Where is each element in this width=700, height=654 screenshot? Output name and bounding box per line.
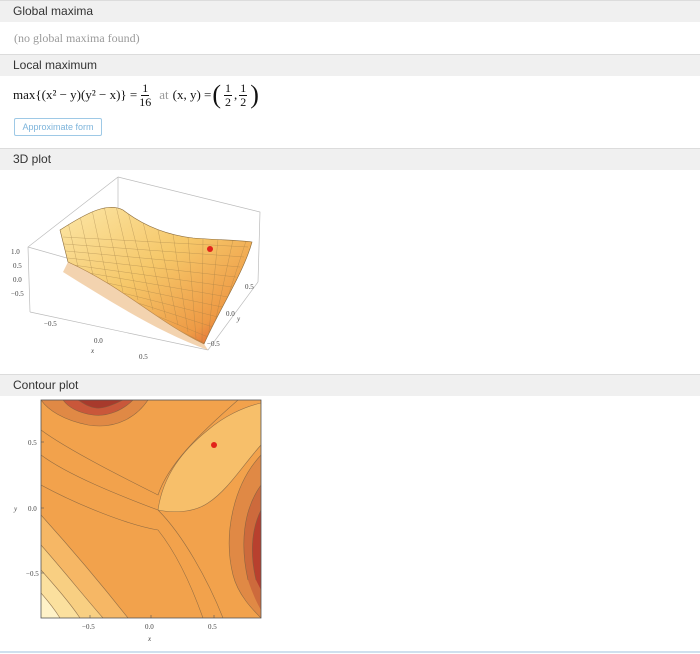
x-axis-label: x xyxy=(90,347,95,355)
y-axis-label: y xyxy=(236,315,241,323)
surface-plot[interactable]: 1.0 0.5 0.0 −0.5 −0.5 0.0 0.5 x 0.5 0.0 … xyxy=(8,172,274,368)
local-maximum-formula: max{(x² − y)(y² − x)} = 1 16 at (x, y) =… xyxy=(13,80,259,109)
x-tick-label: −0.5 xyxy=(82,623,95,631)
plot3d-header: 3D plot xyxy=(0,148,700,170)
z-tick-label: 1.0 xyxy=(11,248,20,256)
global-maxima-result: (no global maxima found) xyxy=(14,31,140,45)
x-tick-label: 0.5 xyxy=(139,353,148,361)
contour-plot-header: Contour plot xyxy=(0,374,700,396)
bottom-divider xyxy=(0,651,700,653)
x-axis-label: x xyxy=(147,635,152,643)
plot3d-title: 3D plot xyxy=(13,152,52,166)
contour-lines xyxy=(41,400,261,618)
y-tick-label: 0.5 xyxy=(245,283,254,291)
y-axis-label: y xyxy=(13,505,18,513)
global-maxima-title: Global maxima xyxy=(13,4,94,18)
local-maximum-title: Local maximum xyxy=(13,58,98,72)
x-tick-label: −0.5 xyxy=(44,320,57,328)
point-x-fraction: 1 2 xyxy=(224,80,233,109)
z-tick-label: −0.5 xyxy=(11,290,24,298)
point-label: (x, y) = xyxy=(172,87,212,102)
local-maximum-header: Local maximum xyxy=(0,54,700,76)
x-tick-label: 0.0 xyxy=(94,337,103,345)
at-label: at xyxy=(159,87,169,102)
approximate-form-button[interactable]: Approximate form xyxy=(14,118,102,136)
y-tick-label: −0.5 xyxy=(207,340,220,348)
z-tick-label: 0.5 xyxy=(13,262,22,270)
y-tick-label: 0.0 xyxy=(226,310,235,318)
y-tick-label: 0.5 xyxy=(28,439,37,447)
x-tick-label: 0.5 xyxy=(208,623,217,631)
local-max-marker-3d xyxy=(207,246,213,252)
contour-plot[interactable]: 0.5 0.0 −0.5 y −0.5 0.0 0.5 x xyxy=(8,395,270,647)
x-tick-label: 0.0 xyxy=(145,623,154,631)
global-maxima-header: Global maxima xyxy=(0,0,700,22)
max-value-fraction: 1 16 xyxy=(139,80,152,109)
local-max-marker-contour xyxy=(211,442,217,448)
contour-plot-title: Contour plot xyxy=(13,378,79,392)
max-expression: max{(x² − y)(y² − x)} = xyxy=(13,87,138,102)
z-tick-label: 0.0 xyxy=(13,276,22,284)
y-tick-label: 0.0 xyxy=(28,505,37,513)
point-y-fraction: 1 2 xyxy=(239,80,248,109)
contour-regions xyxy=(41,400,261,618)
y-tick-label: −0.5 xyxy=(26,570,39,578)
